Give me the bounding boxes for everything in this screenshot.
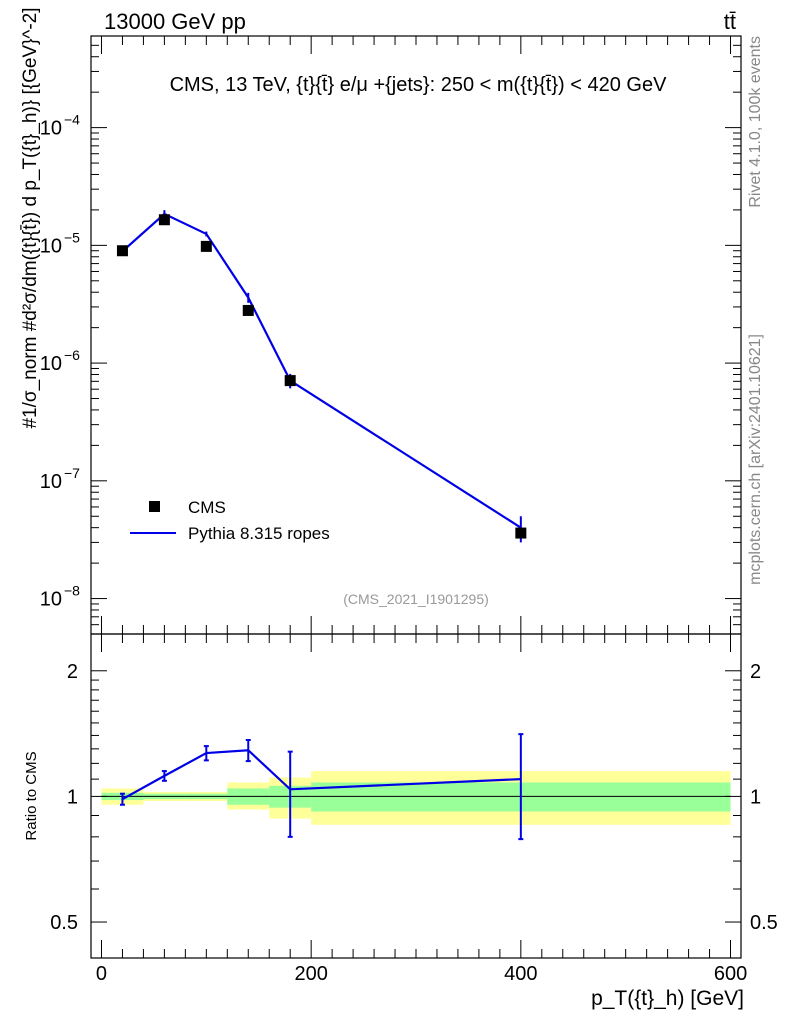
y-tick-label-ratio-right: 0.5 xyxy=(750,912,778,934)
y-tick-label-ratio: 0.5 xyxy=(50,912,78,934)
chart-title: CMS, 13 TeV, {t}{t̄} e/μ +{jets}: 250 < … xyxy=(170,74,668,96)
x-tick-label: 200 xyxy=(294,963,327,985)
y-tick-label-ratio-right: 1 xyxy=(750,786,761,808)
legend-label-cms: CMS xyxy=(188,498,226,517)
y-tick-exponent-main: −6 xyxy=(64,347,80,363)
y-tick-exponent-main: −7 xyxy=(64,465,80,481)
y-tick-exponent-main: −5 xyxy=(64,229,80,245)
energy-label: 13000 GeV pp xyxy=(104,9,246,34)
ratio-line xyxy=(121,749,521,801)
cms-data-point xyxy=(515,527,527,539)
ratio-panel: 0 200 400 600 0.5 0.5 1 1 2 2 xyxy=(50,633,778,985)
x-tick-label: 0 xyxy=(96,963,107,985)
main-frame xyxy=(90,35,742,635)
y-tick-label-main: 10 xyxy=(40,235,62,257)
legend-label-pythia: Pythia 8.315 ropes xyxy=(188,524,330,543)
mc-line xyxy=(121,212,522,529)
y-axis-label-main: #1/σ_norm #d²σ/dm({t}{t̄}) d p_T({t}_h)}… xyxy=(20,7,41,428)
y-tick-label-ratio-right: 2 xyxy=(750,661,761,683)
cms-data-point xyxy=(116,245,128,257)
y-tick-exponent-main: −8 xyxy=(64,583,80,599)
y-axis-label-ratio: Ratio to CMS xyxy=(23,751,40,840)
legend-marker-cms xyxy=(149,501,160,512)
mcplots-label: mcplots.cern.ch [arXiv:2401.10621] xyxy=(747,334,764,585)
y-tick-label-main: 10 xyxy=(40,471,62,493)
cms-data-point xyxy=(242,304,254,316)
cms-data-point xyxy=(284,375,296,387)
y-tick-label-main: 10 xyxy=(40,353,62,375)
analysis-id: (CMS_2021_I1901295) xyxy=(343,591,489,607)
cms-data-point xyxy=(158,214,170,226)
x-tick-label: 600 xyxy=(714,963,747,985)
y-tick-label-main: 10 xyxy=(40,118,62,140)
rivet-label: Rivet 4.1.0, 100k events xyxy=(747,36,764,208)
y-tick-label-ratio: 2 xyxy=(67,661,78,683)
legend: CMS Pythia 8.315 ropes xyxy=(130,498,330,543)
x-tick-label: 400 xyxy=(504,963,537,985)
cms-data-point xyxy=(200,240,212,252)
main-panel: 10−810−710−610−510−4 xyxy=(40,35,742,635)
process-label: tt̄ xyxy=(724,9,736,34)
x-axis-label: p_T({t}_h) [GeV] xyxy=(591,987,744,1010)
y-tick-label-ratio: 1 xyxy=(67,786,78,808)
y-tick-label-main: 10 xyxy=(40,589,62,611)
y-tick-exponent-main: −4 xyxy=(64,112,80,128)
